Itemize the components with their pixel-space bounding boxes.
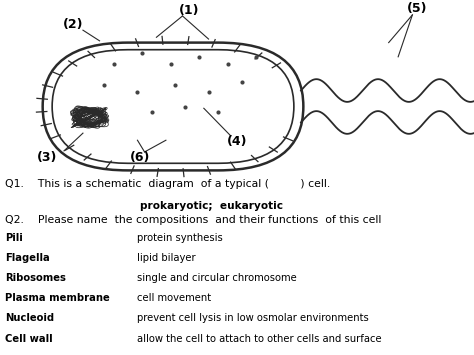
Text: lipid bilayer: lipid bilayer [137, 253, 196, 263]
Text: prokaryotic;  eukaryotic: prokaryotic; eukaryotic [140, 201, 283, 211]
FancyBboxPatch shape [43, 43, 303, 170]
Text: (2): (2) [63, 18, 84, 31]
Text: Ribosomes: Ribosomes [5, 273, 65, 283]
Text: Flagella: Flagella [5, 253, 49, 263]
Text: Q1.    This is a schematic  diagram  of a typical (         ) cell.: Q1. This is a schematic diagram of a typ… [5, 179, 330, 189]
Text: (5): (5) [407, 2, 428, 15]
Text: cell movement: cell movement [137, 293, 211, 303]
Text: Nucleoid: Nucleoid [5, 313, 54, 323]
Text: Cell wall: Cell wall [5, 334, 52, 344]
Text: (4): (4) [227, 136, 247, 148]
Text: protein synthesis: protein synthesis [137, 233, 223, 242]
Text: (1): (1) [179, 4, 200, 17]
Text: Q2.    Please name  the compositions  and their functions  of this cell: Q2. Please name the compositions and the… [5, 215, 381, 225]
Text: (3): (3) [37, 152, 57, 164]
Text: prevent cell lysis in low osmolar environments: prevent cell lysis in low osmolar enviro… [137, 313, 369, 323]
Text: allow the cell to attach to other cells and surface: allow the cell to attach to other cells … [137, 334, 382, 344]
Text: Plasma membrane: Plasma membrane [5, 293, 109, 303]
Text: single and circular chromosome: single and circular chromosome [137, 273, 297, 283]
Text: Pili: Pili [5, 233, 22, 242]
Text: (6): (6) [130, 152, 150, 164]
